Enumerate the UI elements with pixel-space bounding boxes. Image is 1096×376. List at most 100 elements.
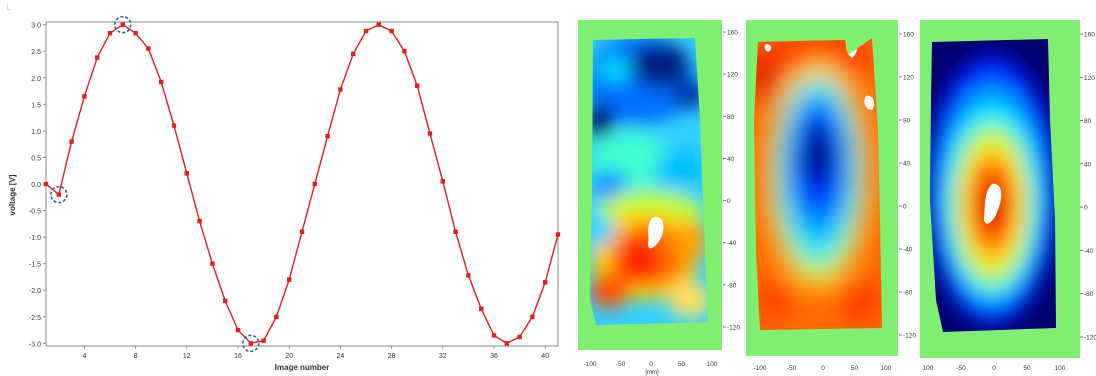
x-tick-label: 24 [337, 353, 345, 360]
chart-corner-mark: └ [4, 3, 11, 14]
heatmap-2-y-ticks: 160 120 80 40 0 -40 -80 -120 [899, 32, 916, 340]
data-point [261, 338, 266, 343]
data-point [479, 306, 484, 312]
data-point [453, 229, 458, 235]
data-point [159, 79, 164, 85]
data-point [389, 28, 394, 34]
heatmap-y-tick-label: 80 [903, 118, 911, 125]
x-tick-label: 36 [490, 353, 498, 360]
heatmap-3-y-ticks: 160 120 80 40 0 -40 -80 -120 [1080, 32, 1096, 342]
y-tick-label: -2.0 [29, 288, 41, 295]
heatmap-y-tick-label: -80 [727, 282, 737, 289]
data-point [210, 261, 215, 266]
y-tick-label: -2.5 [29, 315, 41, 322]
heatmap-y-tick-label: 40 [903, 161, 911, 168]
y-tick-label: 1.5 [31, 102, 41, 109]
x-tick-label: 40 [541, 353, 549, 360]
y-tick-label: -3.0 [29, 341, 41, 348]
heatmap-x-tick-label: 0 [992, 365, 996, 372]
x-tick-label: 8 [134, 353, 138, 360]
heatmap-x-tick-label: 100 [1055, 365, 1066, 372]
heatmap-y-tick-label: -40 [903, 247, 913, 254]
heatmap-x-tick-label: 100 [923, 365, 934, 372]
x-axis-ticks: 4 8 12 16 20 24 28 32 36 40 [82, 346, 549, 360]
y-tick-label: -0.5 [29, 209, 41, 216]
data-point [491, 333, 497, 338]
heatmap-y-tick-label: -40 [727, 240, 737, 247]
data-point [299, 229, 305, 235]
plot-area [45, 21, 559, 347]
heatmap-y-tick-label: -80 [903, 290, 913, 297]
heatmap-y-tick-label: -120 [1084, 335, 1096, 342]
heatmap-2-x-ticks: -100 -50 0 50 100 [753, 365, 891, 372]
heatmap-panel-2: 160 120 80 40 0 -40 -80 -120 -100 -50 0 50 100 [746, 20, 916, 372]
y-tick-label: 1.0 [31, 129, 41, 136]
heatmap-x-tick-label: 50 [851, 365, 859, 372]
heatmap-y-tick-label: -40 [1084, 248, 1094, 255]
voltage-series [43, 22, 561, 346]
x-tick-label: 12 [183, 353, 191, 360]
x-tick-label: 20 [285, 353, 293, 360]
y-tick-label: 2.0 [31, 76, 41, 83]
data-point [402, 49, 407, 54]
heatmap-y-tick-label: 40 [727, 156, 735, 163]
data-point [248, 341, 253, 346]
data-point [107, 30, 113, 36]
heatmap-x-tick-label: -50 [616, 361, 626, 368]
data-point [133, 30, 138, 36]
data-point [120, 22, 125, 27]
data-point [351, 51, 356, 57]
heatmap-field [754, 38, 882, 330]
heatmap-y-tick-label: 160 [727, 30, 738, 37]
y-tick-label: 0.0 [31, 182, 41, 189]
heatmap-x-tick-label: -100 [753, 365, 766, 372]
heatmap-x-tick-label: 100 [881, 365, 892, 372]
heatmap-field [930, 39, 1056, 332]
y-tick-label: -1.5 [29, 262, 41, 269]
data-point [184, 171, 189, 176]
data-point [555, 232, 561, 237]
x-tick-label: 16 [234, 353, 242, 360]
heatmap-1-y-ticks: 160 120 80 40 0 -40 -80 -120 [723, 30, 740, 332]
heatmap-y-tick-label: 120 [1084, 75, 1095, 82]
y-tick-label: 0.5 [31, 155, 41, 162]
data-point [82, 94, 87, 99]
highlight-markers [49, 15, 260, 353]
data-point [543, 280, 548, 285]
data-point [415, 83, 420, 88]
data-point [69, 139, 74, 144]
x-axis-label: Image number [275, 363, 330, 372]
data-point [440, 179, 445, 184]
data-point [517, 334, 522, 340]
y-tick-label: 3.0 [31, 23, 41, 30]
data-point [56, 192, 61, 197]
heatmap-x-tick-label: -50 [956, 365, 966, 372]
data-point [287, 277, 292, 282]
heatmap-panel-3: 160 120 80 40 0 -40 -80 -120 100 -50 0 50 100 [920, 20, 1096, 372]
y-axis-label: voltage [V] [8, 174, 17, 215]
x-tick-label: 32 [439, 353, 447, 360]
heatmap-y-tick-label: 160 [1084, 32, 1095, 39]
data-point [376, 22, 381, 27]
heatmap-panel-1: 160 120 80 40 0 -40 -80 -120 -100 -50 0 50 100 [mm] [578, 20, 740, 376]
heatmap-1-x-ticks: -100 -50 0 50 100 [583, 361, 717, 368]
heatmap-field [590, 38, 708, 325]
heatmap-x-tick-label: 0 [821, 365, 825, 372]
heatmap-y-tick-label: -80 [1084, 291, 1094, 298]
voltage-line-chart: └ 3.0 2.5 2.0 1.5 1.0 0.5 0.0 -0.5 -1.0 -1.5 -2.0 -… [4, 3, 561, 372]
data-point [95, 55, 100, 60]
heatmap-y-tick-label: 40 [1084, 161, 1092, 168]
y-axis-ticks: 3.0 2.5 2.0 1.5 1.0 0.5 0.0 -0.5 -1.0 -1.5 -2.0 -2.… [29, 23, 46, 348]
highlight-circle [242, 334, 260, 353]
data-point [325, 133, 330, 139]
data-point [504, 341, 509, 346]
data-point [530, 314, 535, 319]
heatmap-y-tick-label: 80 [727, 114, 735, 121]
heatmap-x-tick-label: -50 [787, 365, 797, 372]
heatmap-x-tick-label: 0 [649, 361, 653, 368]
heatmap-x-tick-label: 50 [678, 361, 686, 368]
data-point [197, 218, 202, 224]
y-tick-label: 2.5 [31, 49, 41, 56]
highlight-circle [49, 185, 68, 204]
heatmap-y-tick-label: 80 [1084, 118, 1092, 125]
